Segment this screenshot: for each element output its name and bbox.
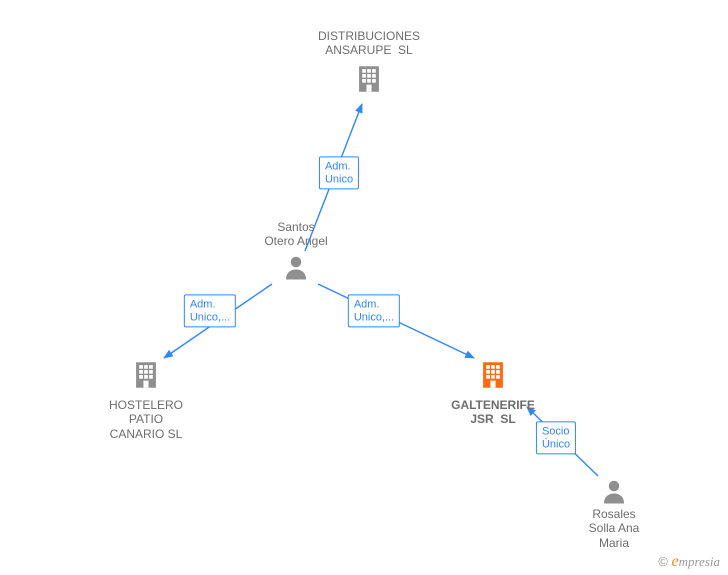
watermark-rest: mpresia xyxy=(679,554,720,569)
edge-label-santos-to-distribuciones: Adm.Unico xyxy=(319,156,359,189)
watermark-accent: e xyxy=(671,553,678,570)
watermark: © empresia xyxy=(658,553,720,571)
node-label-santos: SantosOtero Angel xyxy=(264,220,327,249)
company-icon xyxy=(129,358,163,392)
node-label-galtenerife: GALTENERIFEJSR SL xyxy=(451,398,535,427)
node-galtenerife-label[interactable]: GALTENERIFEJSR SL xyxy=(451,398,535,427)
diagram-stage: DISTRIBUCIONESANSARUPE SL SantosOtero An… xyxy=(0,0,728,575)
node-rosales-label[interactable]: RosalesSolla AnaMaria xyxy=(589,507,640,550)
node-hostelero-icon[interactable] xyxy=(129,358,163,392)
person-icon xyxy=(281,252,311,282)
person-icon xyxy=(599,476,629,506)
node-distribuciones-label[interactable]: DISTRIBUCIONESANSARUPE SL xyxy=(318,29,420,58)
node-santos-icon[interactable] xyxy=(281,252,311,282)
node-galtenerife-icon[interactable] xyxy=(476,358,510,392)
edge-rosales-to-galtenerife xyxy=(527,407,598,476)
company-icon xyxy=(476,358,510,392)
node-distribuciones-icon[interactable] xyxy=(352,62,386,96)
node-label-rosales: RosalesSolla AnaMaria xyxy=(589,507,640,550)
node-label-distribuciones: DISTRIBUCIONESANSARUPE SL xyxy=(318,29,420,58)
edge-santos-to-hostelero xyxy=(164,284,272,358)
edge-label-rosales-to-galtenerife: SocioÚnico xyxy=(536,421,576,454)
node-rosales-icon[interactable] xyxy=(599,476,629,506)
company-icon xyxy=(352,62,386,96)
edge-label-santos-to-galtenerife: Adm.Unico,... xyxy=(348,294,400,327)
edge-santos-to-galtenerife xyxy=(318,284,474,358)
watermark-copyright: © xyxy=(658,554,668,569)
node-label-hostelero: HOSTELEROPATIOCANARIO SL xyxy=(109,398,183,441)
edge-label-santos-to-hostelero: Adm.Unico,... xyxy=(184,294,236,327)
node-santos-label[interactable]: SantosOtero Angel xyxy=(264,220,327,249)
node-hostelero-label[interactable]: HOSTELEROPATIOCANARIO SL xyxy=(109,398,183,441)
